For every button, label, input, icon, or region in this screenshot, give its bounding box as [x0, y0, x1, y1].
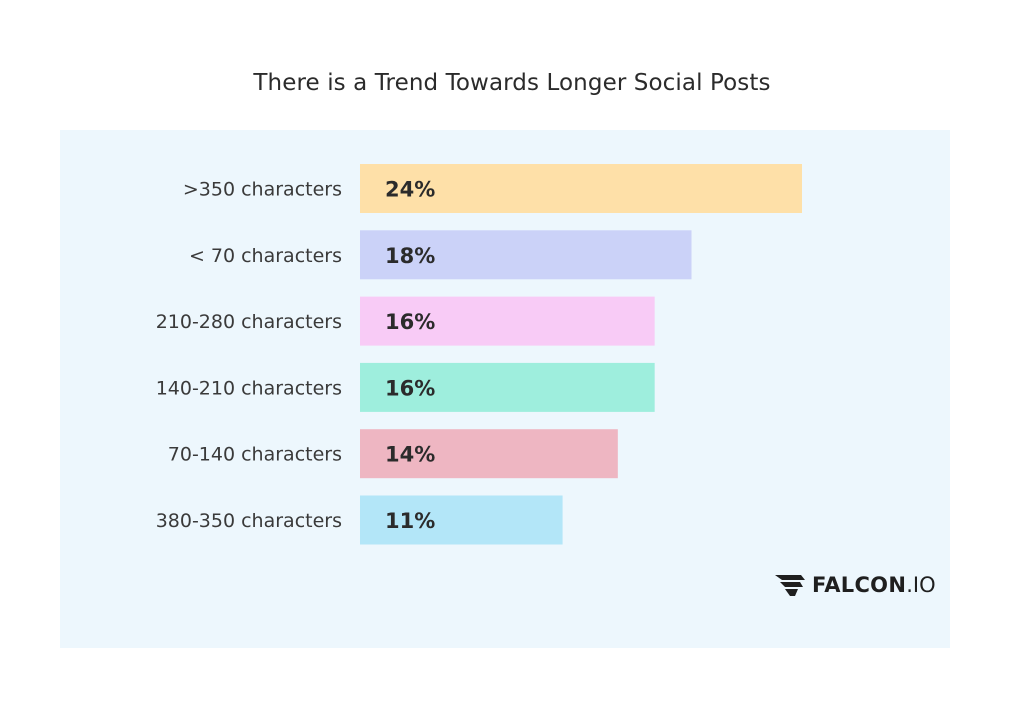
- category-label-1: < 70 characters: [189, 245, 342, 267]
- value-label-0: 24%: [385, 178, 435, 202]
- value-label-2: 16%: [385, 310, 435, 334]
- category-label-5: 380-350 characters: [156, 510, 342, 532]
- bar-0: [360, 164, 802, 213]
- value-label-5: 11%: [385, 509, 435, 533]
- value-label-3: 16%: [385, 376, 435, 400]
- falcon-logo: FALCON .IO: [774, 570, 936, 600]
- bar-3: [360, 362, 655, 412]
- bar-1: [360, 230, 692, 280]
- category-label-2: 210-280 characters: [156, 311, 342, 333]
- category-label-3: 140-210 characters: [156, 377, 342, 399]
- category-label-4: 70-140 characters: [168, 444, 342, 466]
- bar-2: [360, 296, 655, 346]
- value-label-4: 14%: [385, 443, 435, 467]
- brand-tld: .IO: [906, 573, 936, 597]
- bar-4: [360, 429, 618, 479]
- chart-title: There is a Trend Towards Longer Social P…: [253, 70, 771, 96]
- bar-5: [360, 495, 563, 545]
- bar-chart: >350 characters 24% < 70 characters 18% 210-…: [156, 164, 802, 545]
- value-label-1: 18%: [385, 244, 435, 268]
- brand-name: FALCON: [812, 573, 907, 597]
- category-label-0: >350 characters: [183, 179, 342, 201]
- falcon-wing-icon: [775, 575, 805, 596]
